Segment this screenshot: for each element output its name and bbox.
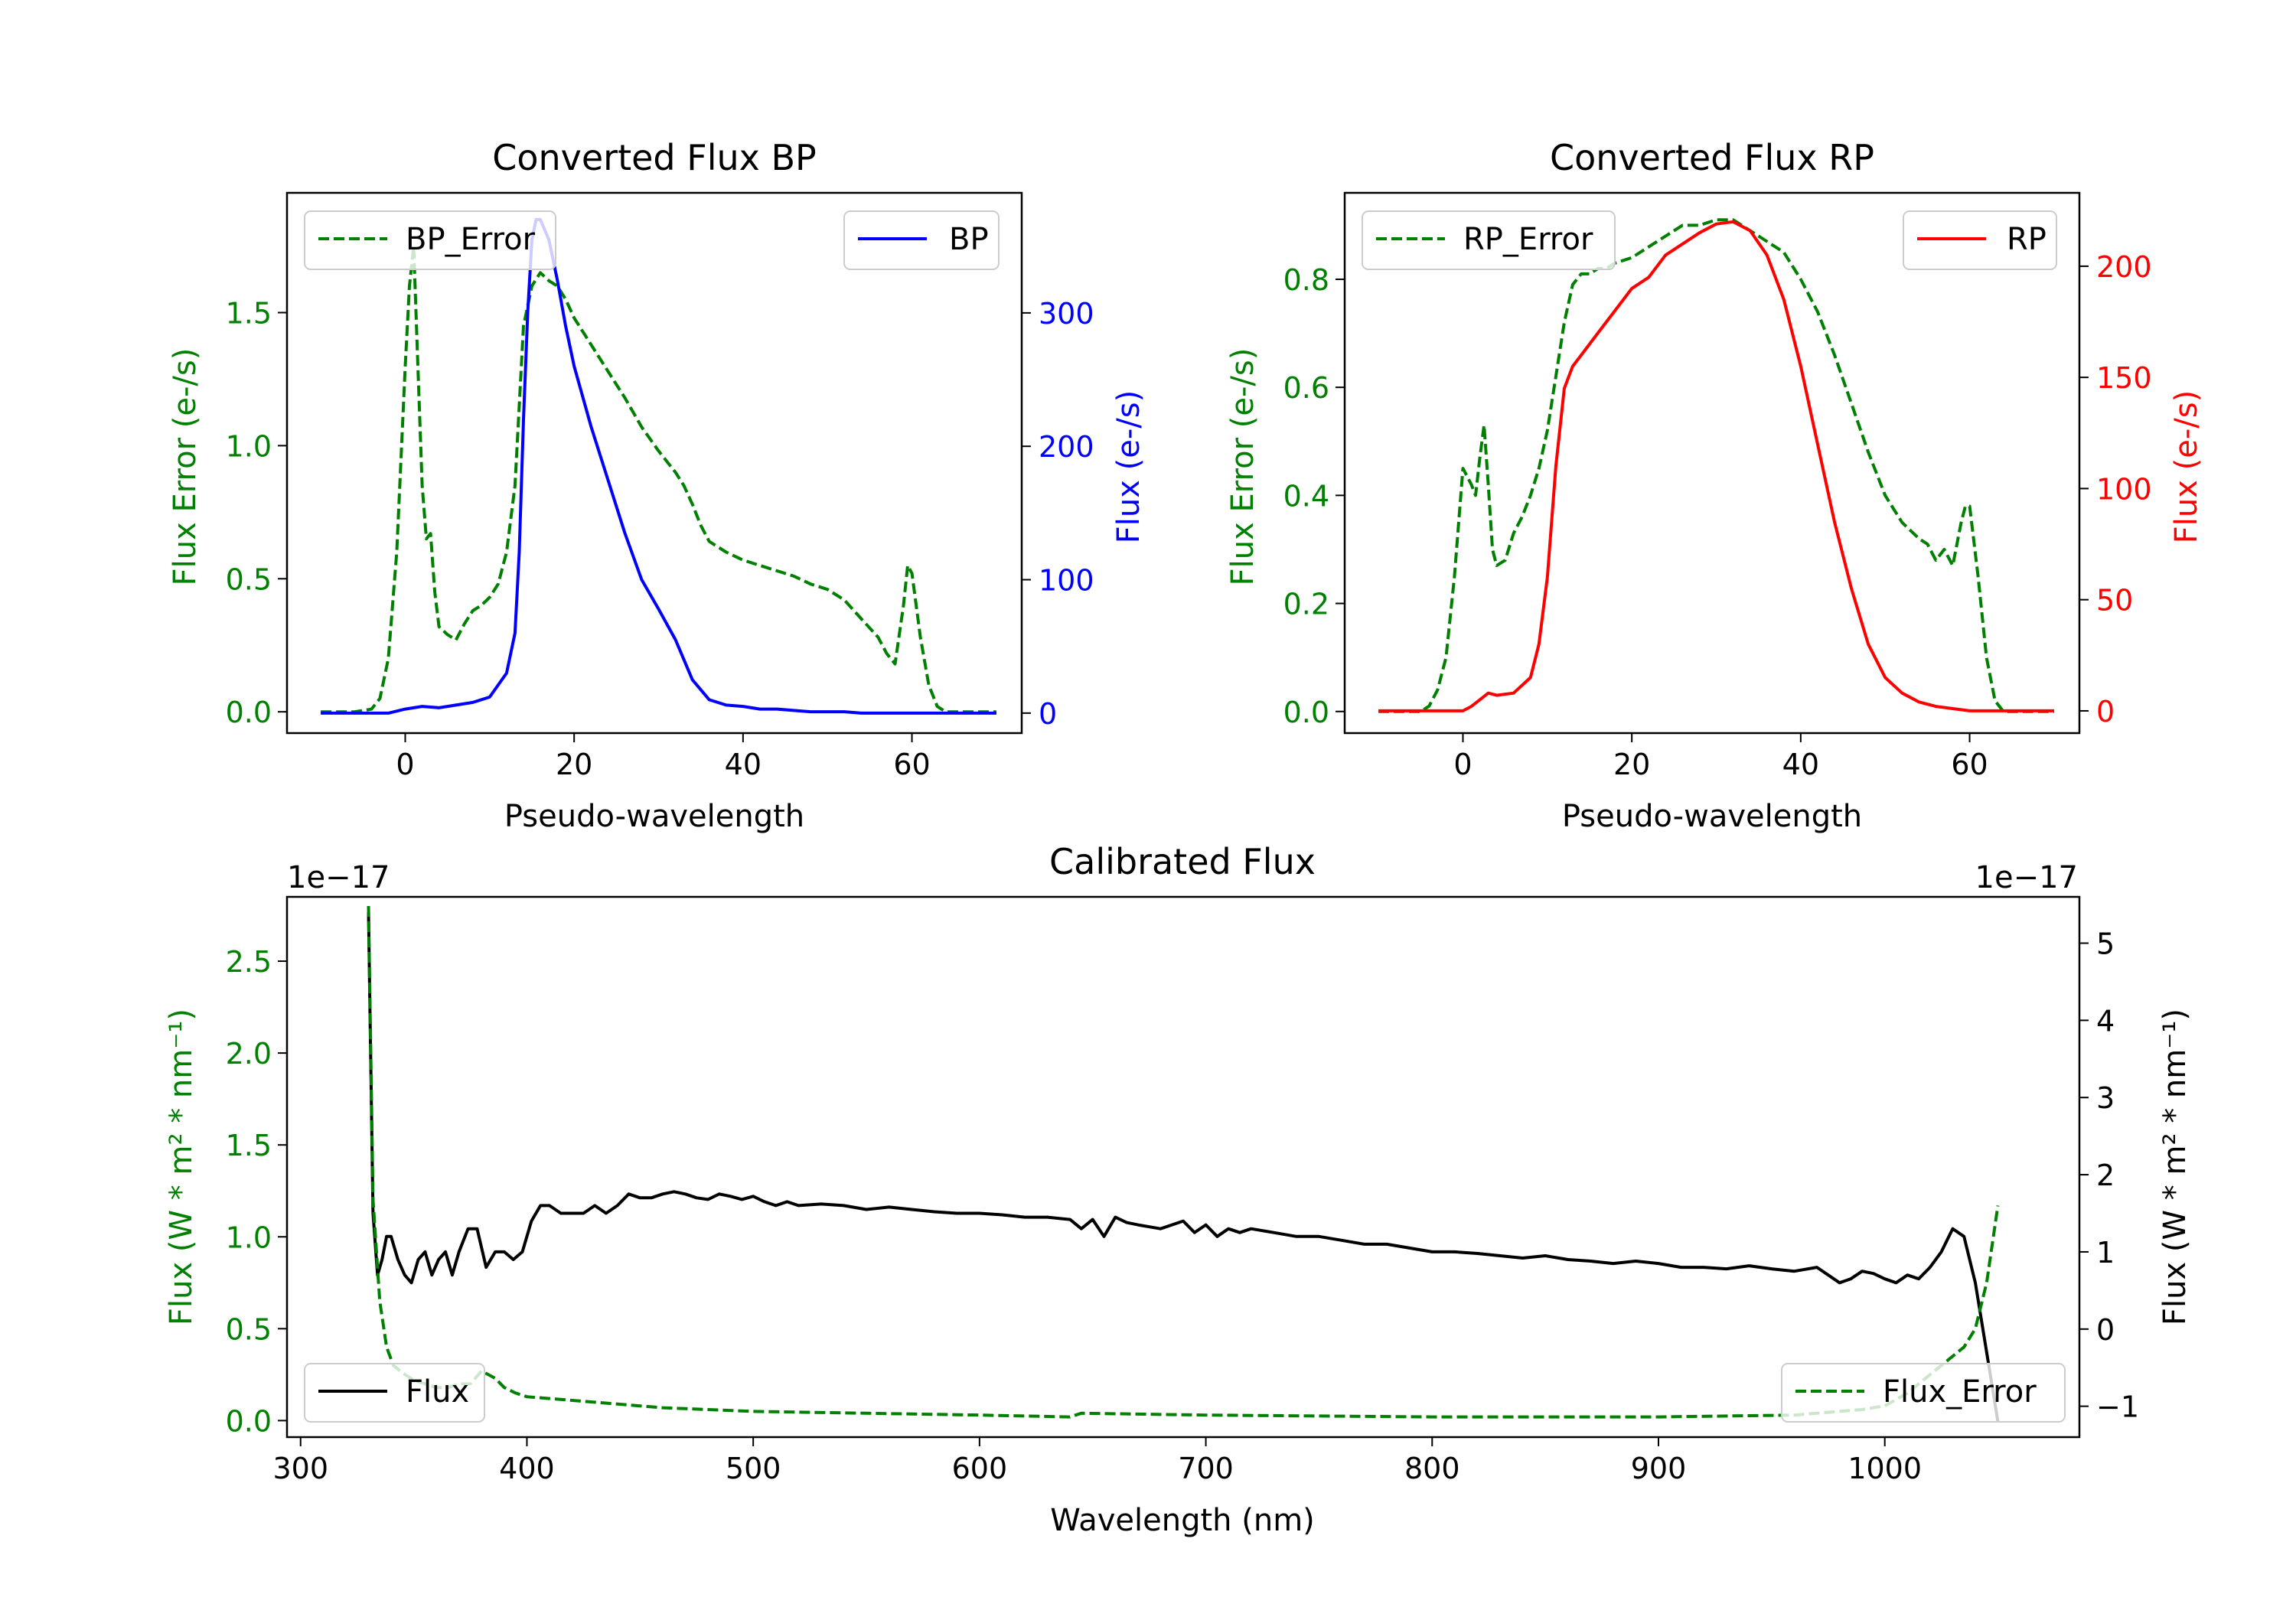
rp-ylabel-right: Flux (e-/s) xyxy=(2169,390,2204,543)
bp-legend-error-box xyxy=(304,210,556,270)
rp-ytick-right-label: 150 xyxy=(2096,361,2152,395)
bp-ytick-right-label: 0 xyxy=(1039,697,1057,731)
cal-ylabel-right: Flux (W * m² * nm⁻¹) xyxy=(2157,1009,2193,1325)
cal-xtick-label: 600 xyxy=(952,1452,1008,1485)
bp-legend-error: BP_Error xyxy=(304,210,556,270)
rp-ytick-right-label: 50 xyxy=(2096,584,2133,618)
rp-series-rp xyxy=(1378,220,2054,712)
bp-title: Converted Flux BP xyxy=(492,137,817,178)
cal-xlabel: Wavelength (nm) xyxy=(1050,1503,1315,1538)
rp-ytick-left-label: 0.0 xyxy=(1283,696,1329,729)
rp-legend-flux-label: RP xyxy=(2007,222,2047,257)
bp-ylabel-left: Flux Error (e-/s) xyxy=(168,348,203,586)
cal-xtick-label: 400 xyxy=(499,1452,555,1485)
bp-series-bp xyxy=(321,217,996,715)
rp-plot-area: 0 20 40 60 0.0 0.2 0.4 0.6 0.8 0 50 100 150 200 xyxy=(1283,191,2152,781)
bp-ylabel-right: Flux (e-/s) xyxy=(1111,390,1146,543)
cal-legend-error-box xyxy=(1781,1363,2066,1423)
cal-ytick-left-label: 0.0 xyxy=(226,1404,272,1438)
bp-ytick-left-label: 0.0 xyxy=(226,696,272,729)
bp-plot-area: 0 20 40 60 0.0 0.5 1.0 1.5 0 100 200 300 xyxy=(226,191,1094,781)
rp-panel: Converted Flux RP 0 20 40 60 0.0 0.2 0.4 0.6 0.8… xyxy=(1225,137,2204,834)
bp-ytick-right-label: 300 xyxy=(1039,297,1094,331)
rp-xlabel: Pseudo-wavelength xyxy=(1562,799,1862,834)
rp-ylabel-left: Flux Error (e-/s) xyxy=(1225,348,1261,586)
cal-series-flux xyxy=(367,912,2000,1423)
cal-ytick-left-label: 0.5 xyxy=(226,1312,272,1346)
rp-axes-frame xyxy=(1343,191,2081,735)
cal-ytick-right-label: 2 xyxy=(2096,1159,2115,1192)
cal-ytick-right-label: 0 xyxy=(2096,1313,2115,1347)
cal-offset-left: 1e−17 xyxy=(287,860,390,895)
rp-ytick-right-label: 100 xyxy=(2096,472,2152,506)
rp-ytick-left-label: 0.2 xyxy=(1283,588,1329,621)
cal-axes-frame xyxy=(285,895,2081,1439)
bp-ytick-left-label: 1.5 xyxy=(226,297,272,331)
bp-axes-frame xyxy=(285,191,1023,735)
cal-xtick-label: 800 xyxy=(1404,1452,1460,1485)
bp-series-bp-error xyxy=(321,244,996,714)
cal-ytick-right-label: 3 xyxy=(2096,1081,2115,1115)
cal-legend-flux: Flux xyxy=(304,1363,485,1423)
rp-series-rp-error xyxy=(1378,218,2054,713)
rp-title: Converted Flux RP xyxy=(1550,137,1874,178)
cal-xtick-label: 700 xyxy=(1178,1452,1234,1485)
cal-ytick-left-label: 2.0 xyxy=(226,1037,272,1071)
bp-xtick-label: 60 xyxy=(893,748,930,781)
bp-panel: Converted Flux BP 0 20 40 60 0.0 0.5 1.0 1.5 0 10… xyxy=(168,137,1146,834)
cal-offset-right: 1e−17 xyxy=(1975,860,2078,895)
bp-ytick-left-label: 0.5 xyxy=(226,562,272,596)
cal-ytick-left-label: 1.5 xyxy=(226,1129,272,1162)
cal-legend-flux-label: Flux xyxy=(406,1374,469,1410)
rp-ytick-right-label: 0 xyxy=(2096,695,2115,729)
bp-ytick-right-label: 200 xyxy=(1039,430,1094,464)
bp-xtick-label: 0 xyxy=(396,748,414,781)
rp-legend-error-box xyxy=(1362,210,1616,270)
cal-panel: Calibrated Flux 1e−17 1e−17 300 400 500 600… xyxy=(164,841,2193,1538)
cal-ytick-right-label: 1 xyxy=(2096,1236,2115,1270)
bp-legend-flux: BP xyxy=(843,210,1000,270)
cal-ylabel-left: Flux (W * m² * nm⁻¹) xyxy=(164,1009,199,1325)
rp-xtick-label: 0 xyxy=(1453,748,1472,781)
rp-xtick-label: 60 xyxy=(1951,748,1988,781)
bp-xtick-label: 40 xyxy=(725,748,762,781)
cal-xtick-label: 900 xyxy=(1631,1452,1687,1485)
rp-legend-error-label: RP_Error xyxy=(1463,222,1593,257)
bp-xlabel: Pseudo-wavelength xyxy=(504,799,804,834)
rp-ytick-left-label: 0.6 xyxy=(1283,371,1329,405)
cal-legend-error-label: Flux_Error xyxy=(1883,1374,2037,1410)
rp-xtick-label: 20 xyxy=(1613,748,1650,781)
cal-legend-flux-box xyxy=(304,1363,485,1423)
rp-ytick-right-label: 200 xyxy=(2096,250,2152,284)
cal-ytick-right-label: 4 xyxy=(2096,1004,2115,1038)
bp-ytick-left-label: 1.0 xyxy=(226,429,272,463)
cal-xtick-label: 500 xyxy=(726,1452,781,1485)
rp-legend-error: RP_Error xyxy=(1362,210,1616,270)
cal-xtick-label: 1000 xyxy=(1848,1452,1922,1485)
rp-xtick-label: 40 xyxy=(1782,748,1819,781)
rp-ytick-left-label: 0.4 xyxy=(1283,479,1329,513)
cal-ytick-right-label: −1 xyxy=(2096,1390,2139,1424)
cal-xtick-label: 300 xyxy=(272,1452,328,1485)
cal-ytick-right-label: 5 xyxy=(2096,927,2115,961)
bp-legend-error-label: BP_Error xyxy=(406,222,536,257)
cal-title: Calibrated Flux xyxy=(1049,841,1316,882)
bp-xtick-label: 20 xyxy=(556,748,592,781)
cal-ytick-left-label: 2.5 xyxy=(226,945,272,979)
bp-ytick-right-label: 100 xyxy=(1039,564,1094,598)
rp-ytick-left-label: 0.8 xyxy=(1283,263,1329,297)
bp-legend-flux-label: BP xyxy=(949,222,989,257)
rp-legend-flux: RP xyxy=(1903,210,2057,270)
cal-legend-error: Flux_Error xyxy=(1781,1363,2066,1423)
cal-ytick-left-label: 1.0 xyxy=(226,1221,272,1254)
